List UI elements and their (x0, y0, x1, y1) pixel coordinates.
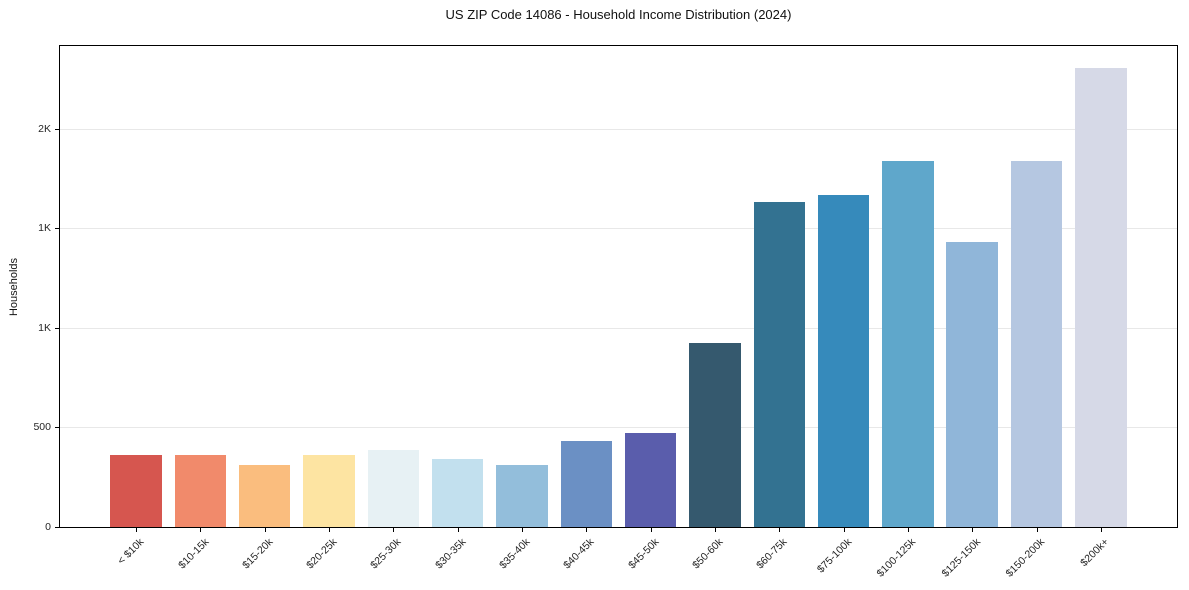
chart-title: US ZIP Code 14086 - Household Income Dis… (445, 7, 792, 22)
y-tick-label: 2K (38, 122, 51, 135)
y-tick-label: 0 (45, 521, 51, 533)
bar (560, 441, 613, 527)
x-tick-label: < $10k (115, 536, 147, 567)
y-tick-label: 1K (38, 222, 51, 235)
x-tick-mark (907, 528, 909, 532)
x-tick-mark (650, 528, 652, 532)
x-tick-mark (264, 528, 266, 532)
x-tick-mark (522, 528, 524, 532)
x-tick-label: $35-40k (497, 536, 533, 572)
y-axis-label: Households (8, 257, 20, 317)
x-tick-mark (586, 528, 588, 532)
y-tick-mark (55, 327, 59, 329)
x-tick-label: $100-125k (874, 536, 919, 580)
x-tick-label: $15-20k (239, 536, 276, 572)
bar (946, 242, 998, 527)
x-tick-mark (1036, 528, 1038, 532)
x-tick-mark (1100, 528, 1102, 532)
x-tick-label: $75-100k (814, 536, 855, 576)
bar (817, 195, 870, 527)
x-tick-mark (843, 528, 845, 532)
x-tick-label: $25-30k (368, 536, 404, 572)
x-tick-label: $45-50k (625, 536, 662, 572)
grid-line (60, 228, 1177, 230)
x-tick-mark (200, 528, 202, 532)
bar (882, 160, 934, 527)
y-tick-label: 500 (33, 421, 51, 434)
y-tick-mark (55, 128, 59, 130)
x-tick-mark (972, 528, 974, 532)
x-tick-label: $150-200k (1003, 536, 1048, 580)
grid-line (60, 128, 1177, 130)
bar (110, 455, 162, 527)
bar (367, 449, 420, 527)
x-tick-mark (457, 528, 459, 532)
x-tick-mark (393, 528, 395, 532)
bar (174, 454, 227, 527)
x-tick-label: $200k+ (1078, 536, 1112, 570)
x-tick-label: $30-35k (432, 536, 469, 572)
grid-line (60, 327, 1177, 329)
x-tick-mark (714, 528, 716, 532)
x-tick-mark (329, 528, 331, 532)
x-tick-label: $50-60k (690, 536, 726, 572)
bar (496, 465, 548, 527)
grid-line (60, 427, 1177, 429)
x-tick-mark (779, 528, 781, 532)
x-tick-label: $20-25k (304, 536, 340, 572)
bar (689, 342, 741, 527)
x-tick-label: $60-75k (754, 536, 790, 572)
x-tick-label: $10-15k (175, 536, 211, 572)
y-tick-mark (55, 527, 59, 528)
x-tick-label: $40-45k (561, 536, 597, 572)
bar (624, 433, 677, 527)
bar (1010, 160, 1063, 527)
bar (303, 455, 355, 527)
x-tick-label: $125-150k (939, 536, 983, 580)
bar (431, 458, 484, 527)
bar (753, 202, 805, 527)
bar (239, 465, 291, 527)
plot-area (59, 45, 1178, 528)
y-tick-mark (55, 427, 59, 429)
y-tick-label: 1K (38, 321, 51, 334)
bar (1075, 67, 1127, 527)
x-tick-mark (136, 528, 138, 532)
y-tick-mark (55, 228, 59, 230)
